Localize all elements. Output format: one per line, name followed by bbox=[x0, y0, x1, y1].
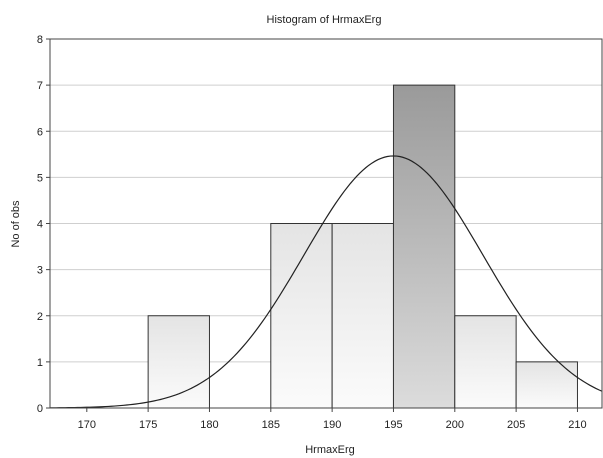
x-axis-label: HrmaxErg bbox=[305, 444, 355, 456]
y-tick-label: 0 bbox=[37, 403, 43, 415]
x-tick-label: 180 bbox=[200, 419, 218, 431]
y-tick-label: 6 bbox=[37, 126, 43, 138]
y-axis-ticks: 0 1 2 3 4 5 6 7 8 bbox=[37, 34, 50, 415]
x-tick-label: 175 bbox=[139, 419, 157, 431]
x-tick-label: 210 bbox=[568, 419, 586, 431]
normal-fit-curve bbox=[49, 155, 603, 409]
histogram-bar bbox=[454, 315, 517, 409]
y-tick-label: 1 bbox=[37, 357, 43, 369]
histogram-bar bbox=[515, 361, 578, 409]
x-tick-label: 185 bbox=[262, 419, 280, 431]
y-tick-label: 4 bbox=[37, 219, 43, 231]
y-tick-label: 8 bbox=[37, 34, 43, 46]
x-tick-label: 205 bbox=[507, 419, 525, 431]
x-axis-ticks: 170 175 180 185 190 195 200 205 210 bbox=[78, 408, 587, 431]
chart-title: Histogram of HrmaxErg bbox=[267, 14, 382, 26]
y-tick-label: 2 bbox=[37, 311, 43, 323]
y-tick-label: 3 bbox=[37, 265, 43, 277]
x-tick-label: 195 bbox=[384, 419, 402, 431]
histogram-bar bbox=[392, 84, 456, 409]
x-tick-label: 200 bbox=[446, 419, 464, 431]
histogram-bar bbox=[270, 223, 333, 409]
y-tick-label: 5 bbox=[37, 172, 43, 184]
histogram-bars bbox=[147, 84, 578, 409]
x-tick-label: 190 bbox=[323, 419, 341, 431]
histogram-bar bbox=[331, 223, 394, 409]
y-tick-label: 7 bbox=[37, 80, 43, 92]
x-tick-label: 170 bbox=[78, 419, 96, 431]
y-axis-label: No of obs bbox=[10, 200, 22, 248]
